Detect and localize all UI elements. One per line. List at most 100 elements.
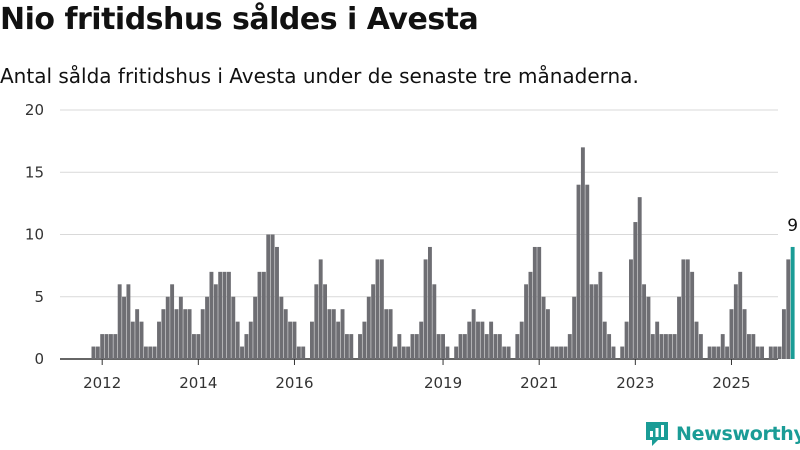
bar xyxy=(196,334,201,359)
x-tick-label: 2014 xyxy=(179,374,217,392)
bar-latest xyxy=(790,246,795,359)
bar xyxy=(122,296,126,359)
bar xyxy=(331,309,336,359)
latest-value-label: 9 xyxy=(787,216,798,236)
bar xyxy=(454,346,459,359)
bar xyxy=(226,271,231,359)
bar xyxy=(231,296,236,359)
bar xyxy=(668,334,673,359)
bar xyxy=(117,284,122,359)
bar xyxy=(528,271,533,359)
bar xyxy=(633,222,638,359)
bar xyxy=(685,259,690,359)
bar xyxy=(393,346,397,359)
bar xyxy=(642,284,647,359)
bar xyxy=(139,321,144,359)
bar xyxy=(327,309,332,359)
bar xyxy=(545,309,550,359)
bar xyxy=(720,334,725,359)
bar xyxy=(362,321,367,359)
bar xyxy=(698,334,703,359)
y-tick-label: 5 xyxy=(34,288,44,306)
bar xyxy=(100,334,105,359)
bar xyxy=(371,284,376,359)
bar xyxy=(781,309,786,359)
bar xyxy=(663,334,668,359)
bar xyxy=(773,346,778,359)
bar xyxy=(716,346,721,359)
x-tick-label: 2012 xyxy=(83,374,121,392)
bar xyxy=(760,346,765,359)
bar xyxy=(563,346,568,359)
bar xyxy=(646,296,651,359)
brand[interactable]: Newsworthy xyxy=(644,420,800,448)
bar xyxy=(445,346,450,359)
y-tick-label: 15 xyxy=(25,163,44,181)
bar xyxy=(419,321,424,359)
bar xyxy=(261,271,266,359)
bar xyxy=(677,296,681,359)
bar xyxy=(585,184,590,359)
x-tick-label: 2016 xyxy=(275,374,313,392)
bar xyxy=(205,296,210,359)
bar xyxy=(524,284,529,359)
bar xyxy=(323,284,328,359)
bar xyxy=(550,346,555,359)
bar xyxy=(375,259,380,359)
bar xyxy=(480,321,485,359)
bar xyxy=(183,309,188,359)
bar xyxy=(427,246,432,359)
bar xyxy=(576,184,581,359)
bar xyxy=(620,346,625,359)
bar xyxy=(489,321,494,359)
bar xyxy=(384,309,389,359)
bar xyxy=(296,346,301,359)
bar xyxy=(607,334,612,359)
bar xyxy=(270,234,275,359)
bar xyxy=(349,334,354,359)
bar xyxy=(462,334,467,359)
bar xyxy=(519,321,524,359)
bar xyxy=(414,334,419,359)
bar xyxy=(292,321,297,359)
x-axis-ticks: 2012 2014 2016 2019 2021 2023 2025 xyxy=(83,359,751,392)
bar xyxy=(113,334,118,359)
bar xyxy=(777,346,782,359)
bar xyxy=(567,334,572,359)
bar xyxy=(275,246,279,359)
bar xyxy=(681,259,686,359)
bar xyxy=(598,271,603,359)
bar xyxy=(174,309,179,359)
bar xyxy=(318,259,323,359)
bar xyxy=(532,246,537,359)
bar xyxy=(222,271,227,359)
bar xyxy=(458,334,463,359)
bar xyxy=(650,334,655,359)
bar xyxy=(95,346,100,359)
bar xyxy=(624,321,629,359)
bar xyxy=(506,346,511,359)
bar xyxy=(725,346,730,359)
bar xyxy=(432,284,437,359)
bar xyxy=(471,309,476,359)
brand-name: Newsworthy xyxy=(676,423,800,445)
bar xyxy=(410,334,415,359)
bar xyxy=(161,309,166,359)
bar xyxy=(580,147,585,359)
bar xyxy=(200,309,205,359)
bar xyxy=(314,284,319,359)
bar xyxy=(279,296,284,359)
bar xyxy=(712,346,716,359)
bar xyxy=(288,321,293,359)
bar xyxy=(235,321,240,359)
bar xyxy=(541,296,546,359)
bar xyxy=(257,271,262,359)
bar xyxy=(502,346,507,359)
bar xyxy=(738,271,743,359)
bar xyxy=(733,284,738,359)
bar xyxy=(476,321,480,359)
bar xyxy=(655,321,660,359)
y-tick-label: 20 xyxy=(25,101,44,119)
bar xyxy=(436,334,441,359)
bar xyxy=(248,321,253,359)
